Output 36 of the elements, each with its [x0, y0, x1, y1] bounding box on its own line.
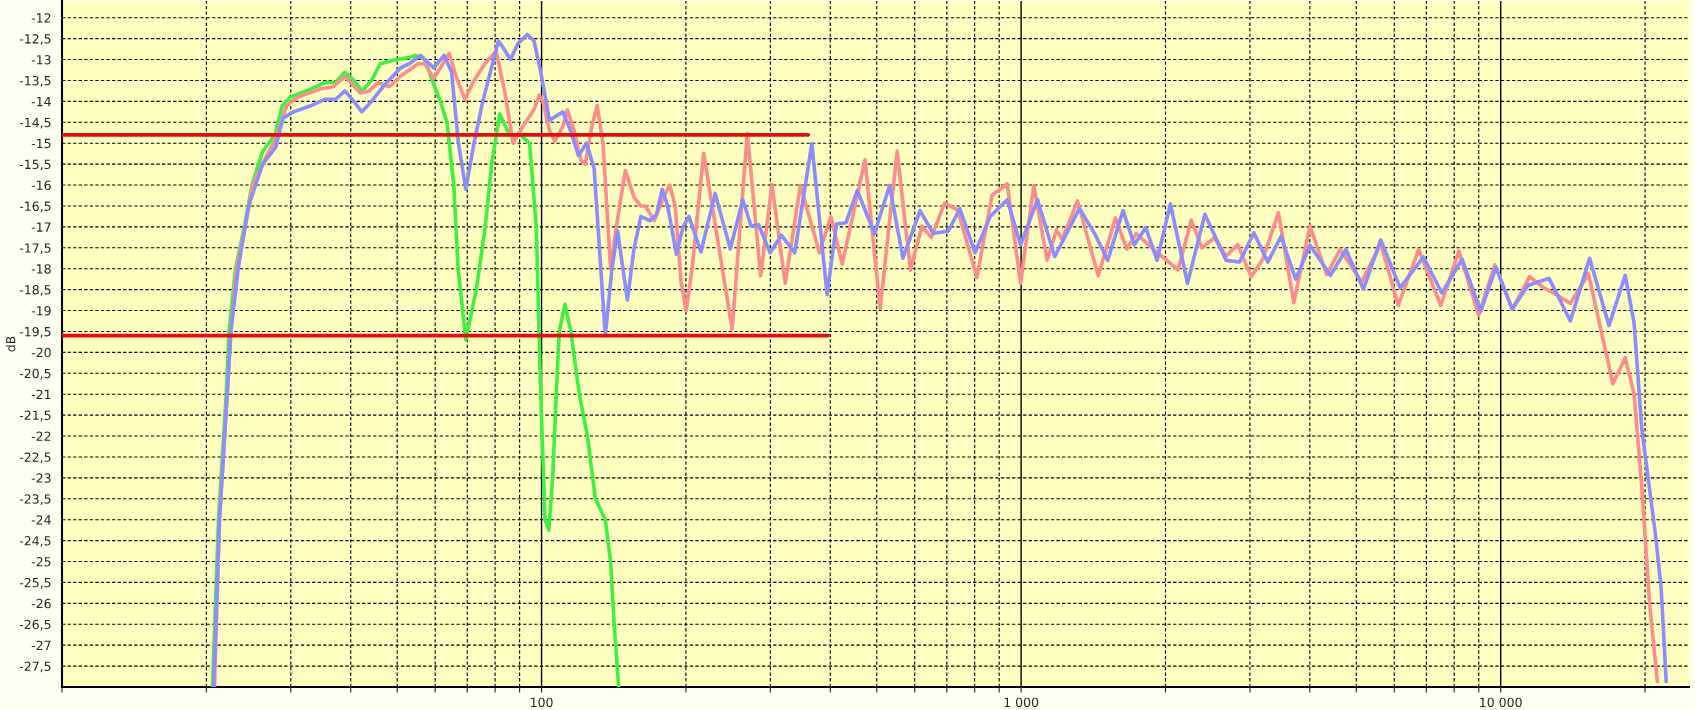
y-tick-label: -18,5	[19, 285, 51, 296]
y-tick-label: -22	[31, 431, 51, 441]
y-tick-label: -24	[31, 515, 51, 525]
y-axis-title: dB	[5, 336, 16, 352]
x-tick-label: 1 000	[1004, 697, 1039, 708]
y-tick-label: -19,5	[19, 326, 51, 338]
x-tick-label: 100	[531, 697, 553, 708]
y-tick-label: -12,5	[19, 34, 51, 45]
y-tick-label: -20	[31, 347, 51, 358]
y-tick-label: -13,5	[19, 75, 51, 87]
y-tick-label: -23,5	[19, 494, 51, 505]
y-tick-label: -15	[31, 138, 51, 149]
y-tick-label: -25	[31, 556, 51, 567]
y-tick-label: -19	[31, 306, 51, 316]
y-tick-label: -18	[31, 264, 51, 274]
y-tick-label: -16,5	[19, 201, 51, 213]
y-tick-label: -22,5	[19, 452, 51, 464]
y-tick-label: -25,5	[19, 577, 51, 589]
y-tick-label: -24,5	[19, 536, 51, 547]
y-tick-label: -27	[31, 640, 51, 650]
y-tick-label: -21,5	[19, 410, 51, 422]
y-tick-label: -26,5	[19, 619, 51, 631]
y-tick-label: -14	[31, 97, 51, 107]
y-tick-label: -23	[31, 473, 51, 483]
y-tick-label: -26	[31, 598, 51, 609]
y-tick-label: -21	[31, 389, 51, 399]
y-tick-label: -16	[31, 180, 51, 190]
y-tick-label: -12	[31, 13, 51, 23]
y-tick-label: -17,5	[19, 243, 51, 254]
y-tick-label: -17	[31, 222, 51, 232]
y-tick-label: -14,5	[19, 117, 51, 129]
y-tick-label: -13	[31, 55, 51, 65]
y-tick-label: -27,5	[19, 661, 51, 673]
y-tick-label: -20,5	[19, 368, 51, 380]
y-tick-label: -15,5	[19, 159, 51, 171]
x-tick-label: 10 000	[1480, 697, 1522, 708]
